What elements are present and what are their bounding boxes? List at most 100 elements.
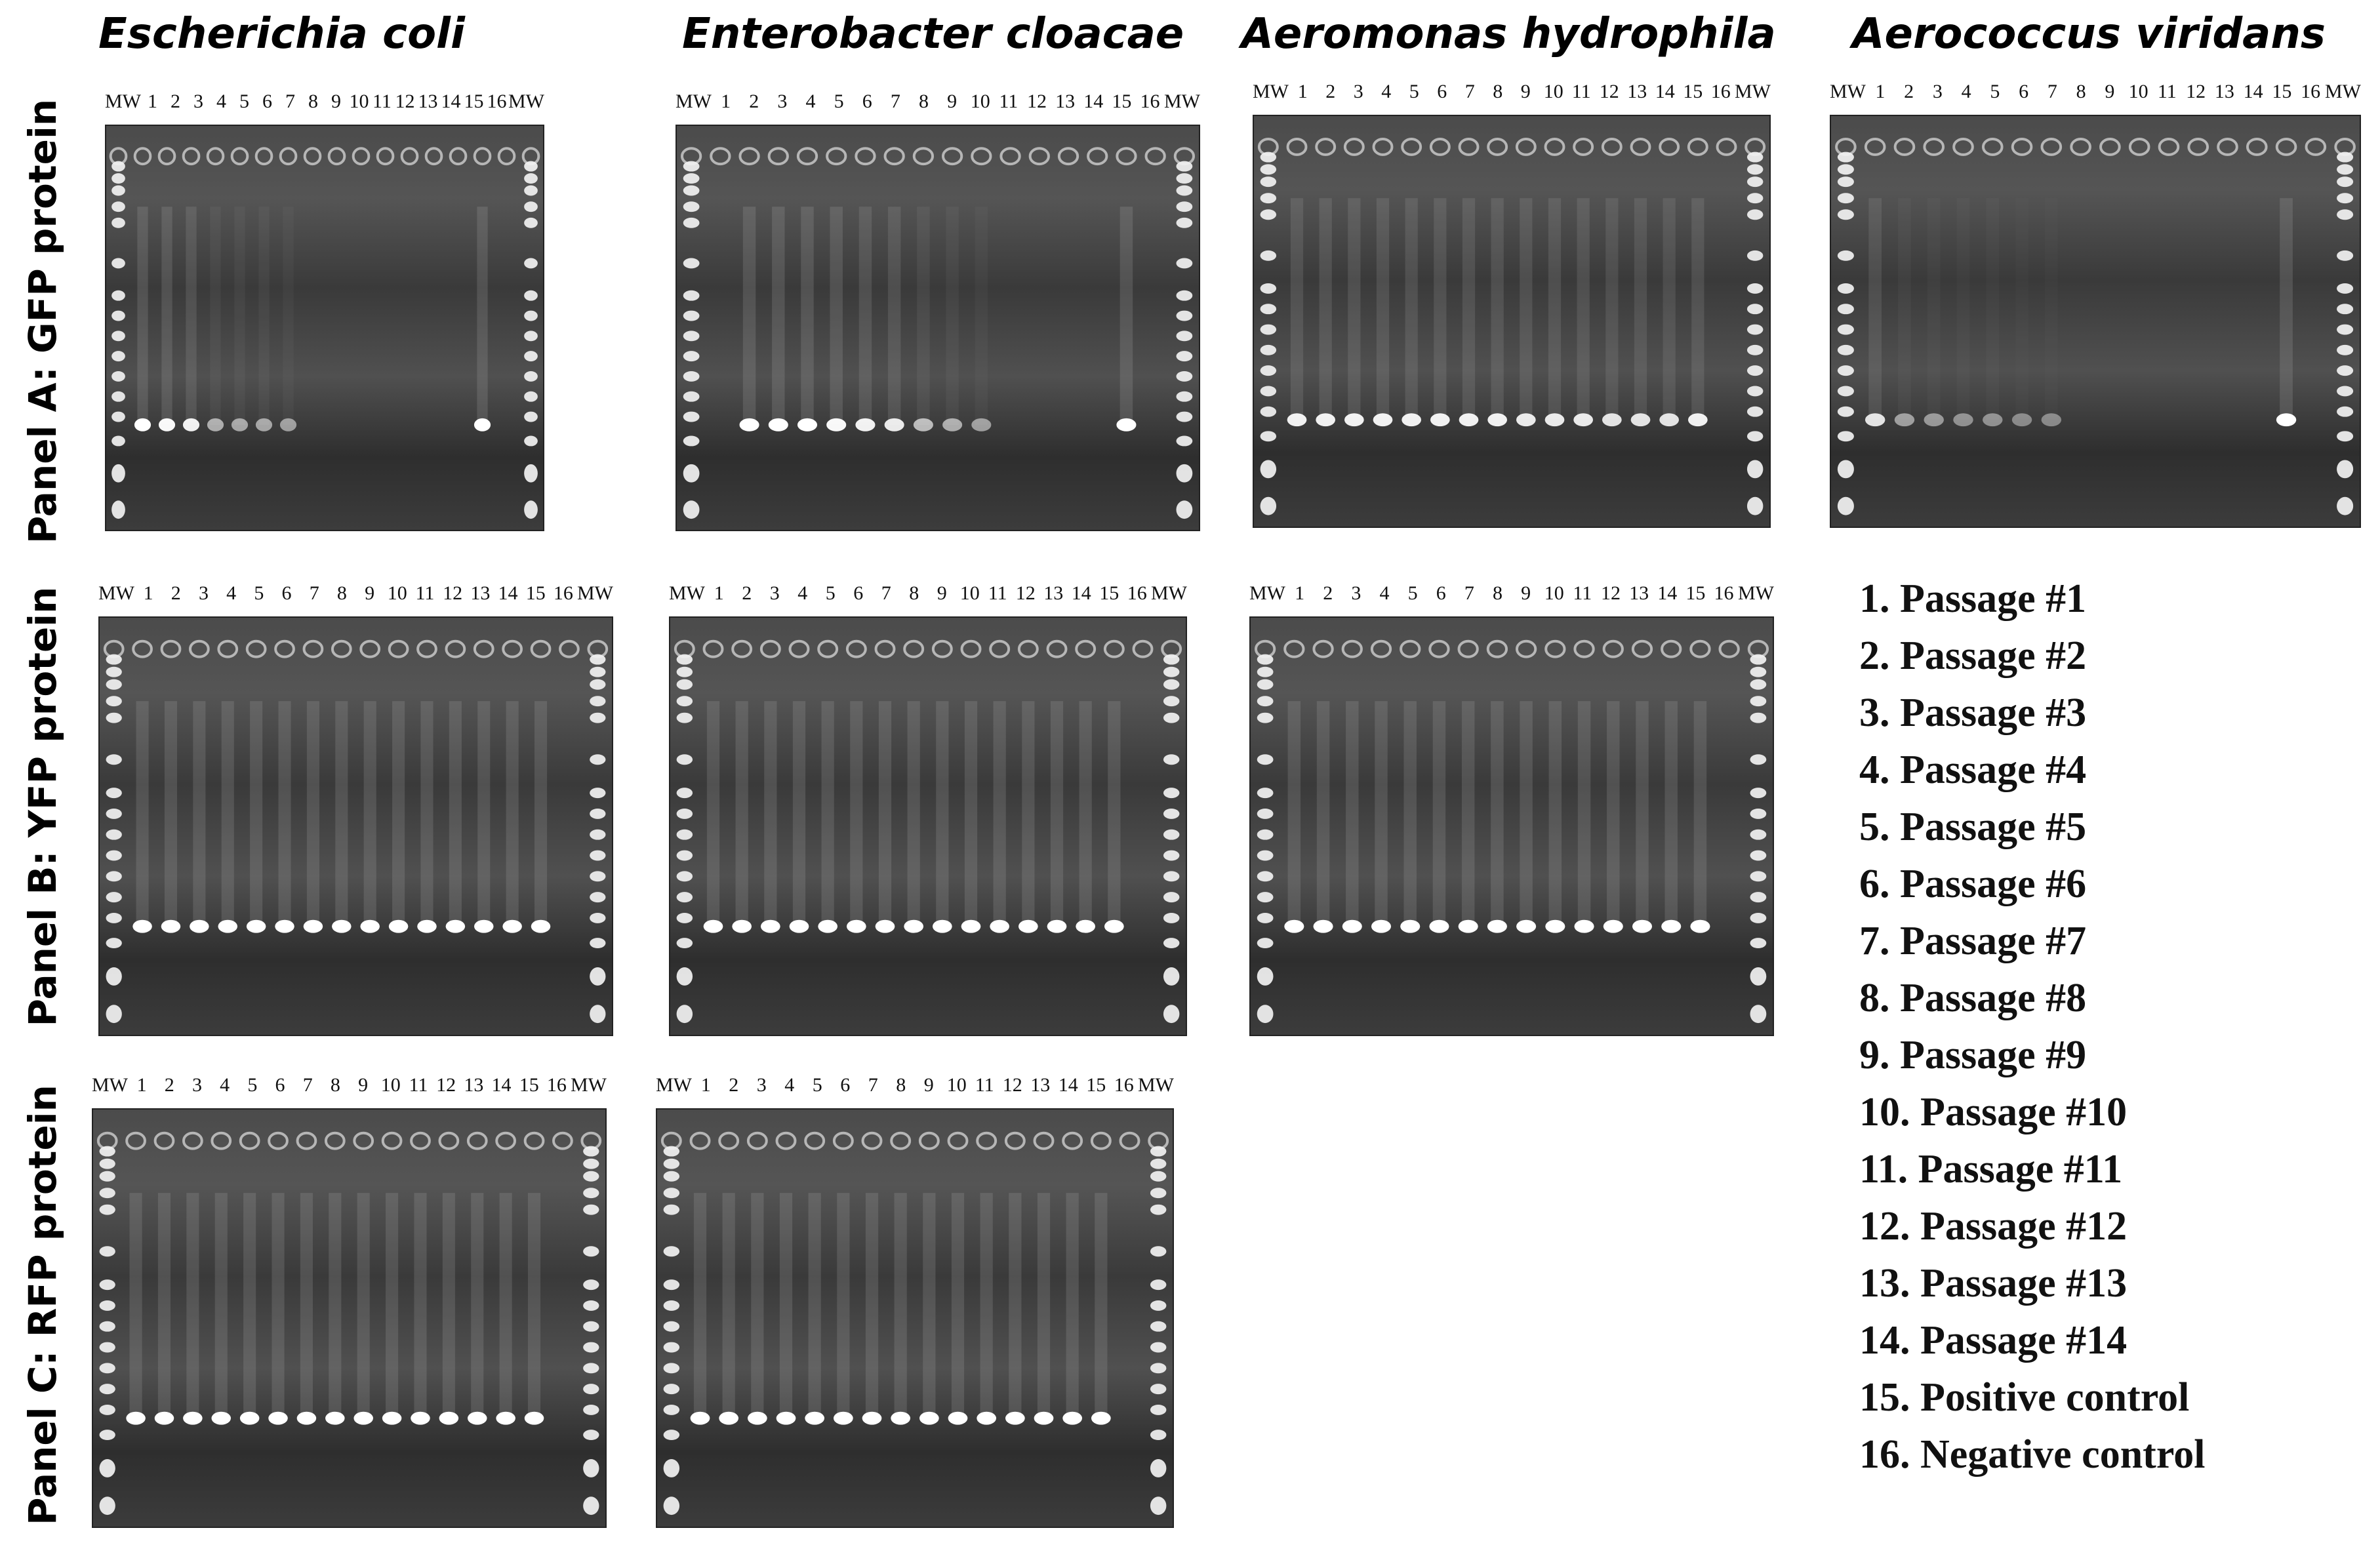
gel-well [1087,147,1108,166]
lane-smear [1108,701,1121,927]
gel-well [1028,147,1050,166]
gel-well [445,639,466,658]
lane-smear [186,207,197,425]
amplicon-band [846,919,866,933]
amplicon-band [1573,413,1594,427]
lane-smear [186,1193,199,1418]
lane-label: 6 [2019,81,2029,102]
amplicon-band [1034,1411,1054,1425]
amplicon-band [1104,919,1124,933]
gel-well [160,639,182,658]
gel-well [182,147,201,166]
ladder-band [1837,496,1854,515]
lane-label: 2 [1323,582,1333,604]
lane-smear [357,1193,370,1418]
lane-label: 10 [946,1074,967,1096]
lane-smear [1577,198,1590,420]
gel-svg [96,1131,602,1515]
gel-well [352,147,371,166]
ladder-band [106,788,122,799]
legend-item: 7. Passage #7 [1859,919,2087,963]
ladder-band [2337,304,2354,315]
amplicon-band [977,1411,997,1425]
lane-label: 7 [2047,81,2057,102]
gel-well [1952,138,1974,156]
ladder-band [1746,250,1764,261]
lane-label: 7 [302,1074,313,1096]
lane-smear [1095,1193,1108,1418]
ladder-band [106,967,122,986]
ladder-band [1746,209,1764,220]
lane-label: 6 [840,1074,851,1096]
lane-label: 3 [1351,582,1361,604]
lane-smear [858,207,872,425]
lane-label: 3 [777,90,788,112]
amplicon-band [218,919,238,933]
lane-label: 10 [387,582,407,604]
amplicon-band [158,418,176,431]
ladder-band [1150,1459,1167,1477]
ladder-band [1746,431,1764,442]
gel-well [689,1131,711,1150]
lane-label: 4 [784,1074,795,1096]
ladder-band [1150,1279,1167,1291]
lane-label: MW [571,1074,607,1096]
lane-smear [1520,198,1533,420]
ladder-band [1746,151,1764,163]
gel-well [182,1131,203,1150]
lane-smear [693,1193,707,1418]
amplicon-band [296,1411,317,1425]
gel-well [523,1131,545,1150]
lane-label: 9 [2105,81,2115,102]
ladder-band [111,290,125,301]
lane-label: MW [1151,582,1187,604]
gel-well [327,147,346,166]
gel-well [1075,639,1097,658]
amplicon-band [161,919,181,933]
gel-block: MW 1 2 3 4 5 6 7 8 9 10 11 12 13 14 15 16 MW [1830,75,2361,528]
lane-label: 2 [729,1074,739,1096]
lane-smear [283,207,294,425]
lane-smear [363,701,376,927]
lane-smear [1079,701,1092,927]
gel-well [1132,639,1154,658]
lane-smear [499,1193,512,1418]
ladder-band [111,201,125,212]
ladder-band [524,310,538,321]
lane-smear [772,207,785,425]
ladder-band [1746,386,1764,397]
lane-label: 2 [749,90,759,112]
lane-label: 8 [1493,81,1503,102]
amplicon-band [1544,413,1565,427]
ladder-band [524,290,538,301]
amplicon-band [239,1411,260,1425]
amplicon-band [776,1411,796,1425]
ladder-band [676,892,693,903]
lane-smear [923,1193,936,1418]
amplicon-band [1894,413,1915,427]
lane-label: 11 [409,1074,428,1096]
gel-well [941,147,963,166]
lane-smear [887,207,901,425]
lane-smear [936,701,949,927]
gel-well [1659,138,1680,156]
lane-label: 11 [1573,582,1592,604]
lane-smear [164,701,178,927]
gel-image [1253,115,1771,528]
lane-smear [157,1193,171,1418]
gel-well [1372,138,1394,156]
gel-svg [103,639,609,1024]
lane-smear [735,701,748,927]
ladder-band [1837,460,1854,479]
lane-label: 4 [216,90,226,112]
gel-well [376,147,395,166]
ladder-band [106,808,122,819]
gel-well [1687,138,1708,156]
lane-label: 4 [220,1074,230,1096]
gel-well [239,1131,260,1150]
lane-smear [300,1193,313,1418]
ladder-band [2337,365,2354,376]
amplicon-band [826,418,847,431]
amplicon-band [268,1411,288,1425]
ladder-band [2337,151,2354,163]
